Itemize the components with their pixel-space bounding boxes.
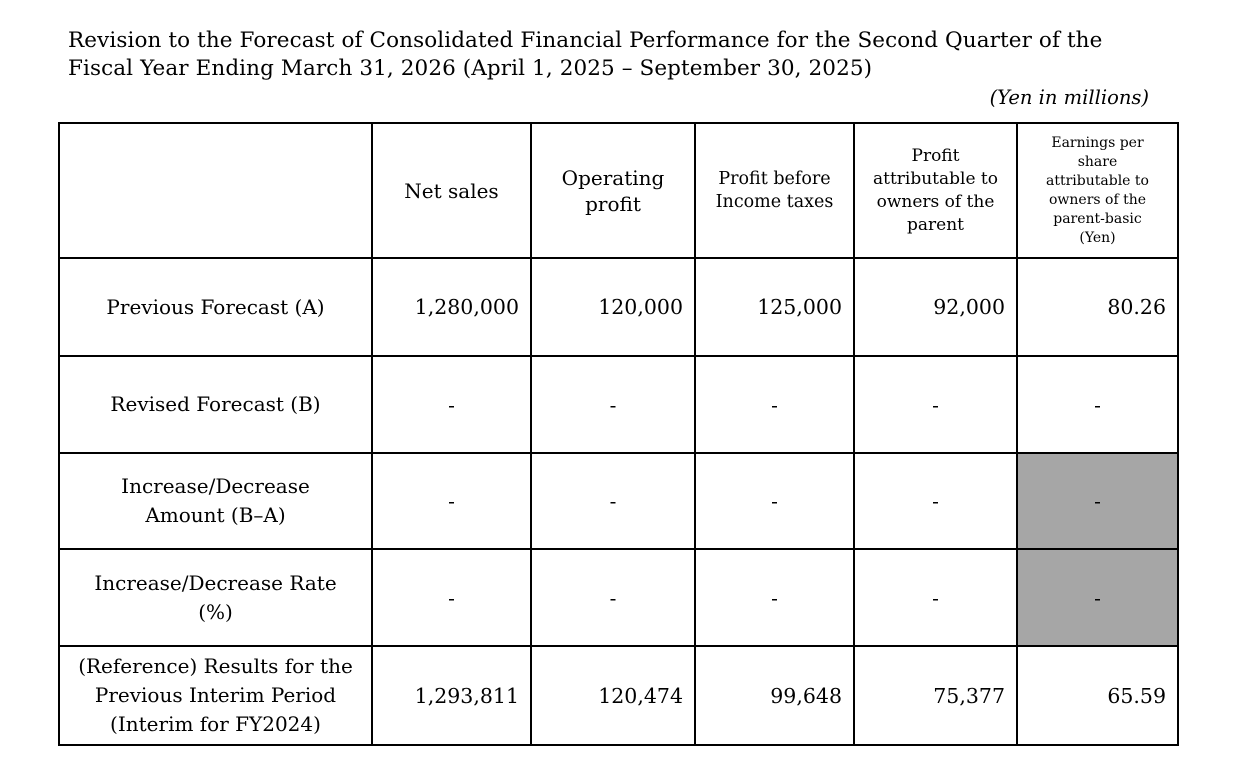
header-line: parent-basic [1053, 210, 1142, 227]
cell-reference-profit-attributable: 75,377 [853, 645, 1018, 746]
title-line-2: Fiscal Year Ending March 31, 2026 (April… [68, 56, 873, 81]
cell-increase-rate-eps-highlighted: - [1016, 548, 1179, 647]
header-line: owners of the [876, 191, 995, 212]
cell-previous-forecast-profit-before-taxes: 125,000 [694, 257, 855, 357]
cell-previous-forecast-profit-attributable: 92,000 [853, 257, 1018, 357]
header-line: (Yen) [1079, 229, 1116, 246]
header-profit-attributable: Profit attributable to owners of the par… [853, 122, 1018, 259]
row-label-revised-forecast: Revised Forecast (B) [58, 355, 373, 454]
row-label-previous-forecast: Previous Forecast (A) [58, 257, 373, 357]
financial-forecast-table: Net sales Operating profit Profit before… [58, 122, 1179, 746]
header-line: Earnings per [1051, 134, 1144, 151]
header-profit-before-income-taxes: Profit before Income taxes [694, 122, 855, 259]
header-net-sales: Net sales [371, 122, 532, 259]
cell-increase-amount-net-sales: - [371, 452, 532, 550]
cell-increase-amount-operating-profit: - [530, 452, 696, 550]
cell-increase-rate-profit-attributable: - [853, 548, 1018, 647]
label-line: Amount (B–A) [145, 503, 286, 527]
title-line-1: Revision to the Forecast of Consolidated… [68, 28, 1103, 53]
row-label-reference-results: (Reference) Results for the Previous Int… [58, 645, 373, 746]
cell-reference-profit-before-taxes: 99,648 [694, 645, 855, 746]
unit-note-text: (Yen in millions) [989, 86, 1149, 109]
header-line: parent [907, 214, 964, 235]
cell-previous-forecast-net-sales: 1,280,000 [371, 257, 532, 357]
unit-note: (Yen in millions) [58, 86, 1149, 109]
header-line: Net sales [404, 178, 499, 203]
label-line: Previous Interim Period [94, 683, 337, 707]
header-line: share [1077, 153, 1118, 170]
cell-reference-operating-profit: 120,474 [530, 645, 696, 746]
cell-increase-rate-profit-before-taxes: - [694, 548, 855, 647]
header-line: Operating [561, 165, 665, 190]
header-line: Profit before [718, 168, 831, 189]
cell-revised-forecast-profit-before-taxes: - [694, 355, 855, 454]
row-increase-decrease-rate: Increase/Decrease Rate (%) - - - - - [58, 548, 1179, 647]
header-earnings-per-share: Earnings per share attributable to owner… [1016, 122, 1179, 259]
label-line: (%) [198, 599, 233, 624]
cell-revised-forecast-profit-attributable: - [853, 355, 1018, 454]
cell-increase-amount-profit-before-taxes: - [694, 452, 855, 550]
row-previous-forecast: Previous Forecast (A) 1,280,000 120,000 … [58, 257, 1179, 357]
cell-revised-forecast-operating-profit: - [530, 355, 696, 454]
label-line: (Interim for FY2024) [110, 712, 321, 736]
row-reference-results: (Reference) Results for the Previous Int… [58, 645, 1179, 746]
header-line: Profit [911, 145, 960, 166]
header-operating-profit: Operating profit [530, 122, 696, 259]
header-empty [58, 122, 373, 259]
row-revised-forecast: Revised Forecast (B) - - - - - [58, 355, 1179, 454]
cell-reference-eps: 65.59 [1016, 645, 1179, 746]
label-line: Previous Forecast (A) [106, 294, 325, 319]
label-line: Revised Forecast (B) [110, 392, 321, 416]
cell-previous-forecast-operating-profit: 120,000 [530, 257, 696, 357]
label-line: (Reference) Results for the [78, 654, 353, 678]
header-line: Income taxes [715, 191, 834, 212]
header-line: owners of the [1048, 191, 1147, 208]
row-label-increase-decrease-rate: Increase/Decrease Rate (%) [58, 548, 373, 647]
cell-increase-amount-profit-attributable: - [853, 452, 1018, 550]
document-title: Revision to the Forecast of Consolidated… [68, 27, 1102, 83]
cell-revised-forecast-eps: - [1016, 355, 1179, 454]
row-label-increase-decrease-amount: Increase/Decrease Amount (B–A) [58, 452, 373, 550]
label-line: Increase/Decrease Rate [94, 570, 337, 595]
cell-revised-forecast-net-sales: - [371, 355, 532, 454]
header-line: attributable to [872, 168, 998, 189]
cell-increase-rate-operating-profit: - [530, 548, 696, 647]
cell-increase-amount-eps-highlighted: - [1016, 452, 1179, 550]
label-line: Increase/Decrease [121, 474, 310, 498]
header-line: attributable to [1046, 172, 1149, 189]
row-increase-decrease-amount: Increase/Decrease Amount (B–A) - - - - - [58, 452, 1179, 550]
cell-reference-net-sales: 1,293,811 [371, 645, 532, 746]
header-row: Net sales Operating profit Profit before… [58, 122, 1179, 259]
cell-previous-forecast-eps: 80.26 [1016, 257, 1179, 357]
header-line: profit [585, 191, 641, 216]
cell-increase-rate-net-sales: - [371, 548, 532, 647]
